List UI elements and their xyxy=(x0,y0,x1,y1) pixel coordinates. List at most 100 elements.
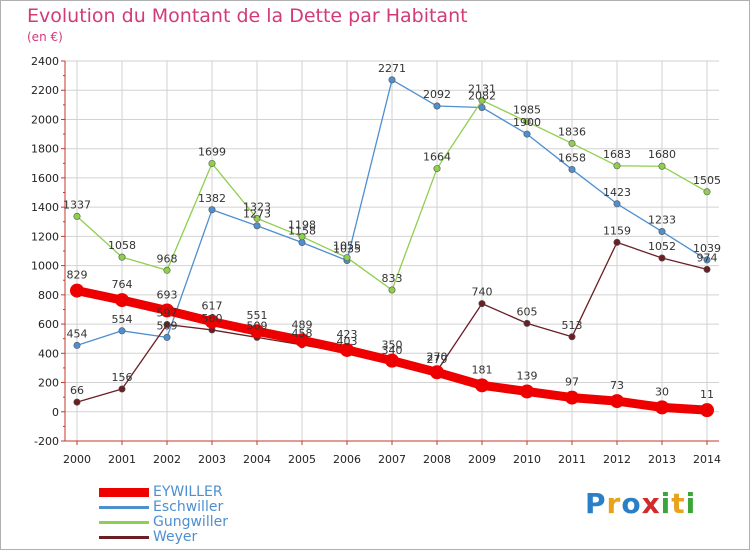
y-tick-label: -200 xyxy=(34,435,59,448)
x-tick-label: 2007 xyxy=(378,453,406,466)
data-label-weyer: 560 xyxy=(202,312,223,325)
data-label-gungwiller: 1198 xyxy=(288,219,316,232)
data-label-eschwiller: 1382 xyxy=(198,192,226,205)
data-label-eywiller: 11 xyxy=(700,388,714,401)
data-point-eywiller xyxy=(610,394,624,409)
data-label-weyer: 974 xyxy=(697,251,718,264)
data-point-weyer xyxy=(703,265,711,273)
x-tick-label: 2012 xyxy=(603,453,631,466)
legend-label-eywiller: EYWILLER xyxy=(153,484,223,500)
x-tick-label: 2011 xyxy=(558,453,586,466)
data-label-eschwiller: 454 xyxy=(67,327,88,340)
x-tick-label: 2009 xyxy=(468,453,496,466)
x-tick-label: 2010 xyxy=(513,453,541,466)
data-point-eschwiller xyxy=(253,222,261,230)
x-tick-label: 2002 xyxy=(153,453,181,466)
y-tick-label: 600 xyxy=(38,318,59,331)
data-point-gungwiller xyxy=(568,139,576,147)
logo-letter: x xyxy=(641,487,661,520)
data-label-eywiller: 97 xyxy=(565,376,579,389)
logo-letter: o xyxy=(621,487,642,520)
data-point-eschwiller xyxy=(703,256,711,264)
data-point-eschwiller xyxy=(658,228,666,236)
data-point-eschwiller xyxy=(163,333,171,341)
legend-item-gungwiller: Gungwiller xyxy=(99,515,228,530)
data-label-eschwiller: 509 xyxy=(157,319,178,332)
x-tick-label: 2001 xyxy=(108,453,136,466)
data-point-eywiller xyxy=(340,342,354,357)
data-point-eschwiller xyxy=(298,239,306,247)
data-label-gungwiller: 1699 xyxy=(198,145,226,158)
data-point-gungwiller xyxy=(703,188,711,196)
legend-swatch-eywiller xyxy=(99,488,149,497)
data-point-gungwiller xyxy=(298,233,306,241)
x-tick-label: 2006 xyxy=(333,453,361,466)
data-label-gungwiller: 1836 xyxy=(558,125,586,138)
data-label-gungwiller: 1337 xyxy=(63,198,91,211)
data-label-weyer: 1159 xyxy=(603,224,631,237)
data-point-weyer xyxy=(658,254,666,262)
y-tick-label: 200 xyxy=(38,377,59,390)
data-point-eywiller xyxy=(160,303,174,318)
x-axis-tick-labels: 2000 2001 2002 2003 2004 2005 2006 2007 2008 2009… xyxy=(63,453,721,466)
x-tick-label: 2014 xyxy=(693,453,721,466)
data-label-eschwiller: 1658 xyxy=(558,151,586,164)
data-label-eschwiller: 1423 xyxy=(603,186,631,199)
data-point-eschwiller xyxy=(613,200,621,208)
data-point-gungwiller xyxy=(658,162,666,170)
data-label-gungwiller: 1683 xyxy=(603,148,631,161)
logo-letter: P xyxy=(585,487,607,520)
data-point-eschwiller xyxy=(73,341,81,349)
data-label-gungwiller: 1664 xyxy=(423,151,451,164)
data-labels-group: 829 764 693 617 551 489 423 350 270 181 139 97 73 30 1… xyxy=(63,62,721,401)
data-label-eywiller: 551 xyxy=(247,309,268,322)
data-point-eywiller xyxy=(295,333,309,348)
y-axis-tick-labels: -200 0 200 400 600 800 1000 1200 1400 1600 1800 200… xyxy=(31,55,59,448)
data-label-weyer: 597 xyxy=(157,307,178,320)
data-label-gungwiller: 1323 xyxy=(243,200,271,213)
data-label-gungwiller: 1985 xyxy=(513,104,541,117)
data-point-eywiller xyxy=(565,390,579,405)
series-group xyxy=(70,76,714,418)
data-point-eschwiller xyxy=(433,102,441,110)
data-point-eschwiller xyxy=(478,103,486,111)
legend-label-eschwiller: Eschwiller xyxy=(153,499,224,515)
data-point-weyer xyxy=(613,238,621,246)
data-point-gungwiller xyxy=(163,266,171,274)
data-label-eschwiller: 1158 xyxy=(288,225,316,238)
x-tick-label: 2005 xyxy=(288,453,316,466)
data-label-weyer: 156 xyxy=(112,371,133,384)
legend-label-weyer: Weyer xyxy=(153,529,198,545)
data-label-weyer: 279 xyxy=(427,353,448,366)
x-tick-label: 2004 xyxy=(243,453,271,466)
data-label-gungwiller: 2131 xyxy=(468,82,496,95)
data-point-gungwiller xyxy=(208,159,216,167)
data-label-eschwiller: 554 xyxy=(112,313,133,326)
logo-letter: r xyxy=(606,487,622,520)
data-label-eywiller: 764 xyxy=(112,278,133,291)
data-point-eywiller xyxy=(70,283,84,298)
data-label-eschwiller: 1035 xyxy=(333,243,361,256)
y-tick-label: 1600 xyxy=(31,172,59,185)
y-tick-label: 1200 xyxy=(31,230,59,243)
y-tick-label: 2000 xyxy=(31,113,59,126)
data-point-weyer xyxy=(163,321,171,329)
data-point-weyer xyxy=(568,333,576,341)
legend-swatch-weyer xyxy=(99,536,149,539)
data-label-weyer: 1052 xyxy=(648,240,676,253)
data-label-eywiller: 829 xyxy=(67,269,88,282)
y-tick-label: 400 xyxy=(38,347,59,360)
data-label-gungwiller: 1505 xyxy=(693,174,721,187)
data-point-weyer xyxy=(478,300,486,308)
logo-letter: i xyxy=(685,487,697,520)
data-label-weyer: 605 xyxy=(517,305,538,318)
data-point-weyer xyxy=(118,385,126,393)
proxiti-logo: Proxiti xyxy=(585,487,696,520)
legend: EYWILLER Eschwiller Gungwiller Weyer xyxy=(99,485,228,545)
data-point-eschwiller xyxy=(118,327,126,335)
legend-item-eschwiller: Eschwiller xyxy=(99,500,228,515)
data-label-eschwiller: 2271 xyxy=(378,62,406,75)
data-point-gungwiller xyxy=(343,254,351,262)
